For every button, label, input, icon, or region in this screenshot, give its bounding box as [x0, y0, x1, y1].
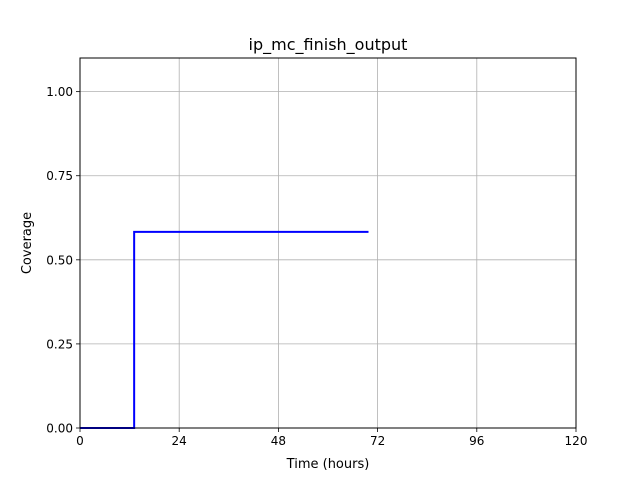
y-tick-label: 0.50	[46, 253, 73, 267]
x-tick-label: 24	[172, 434, 187, 448]
chart-title: ip_mc_finish_output	[249, 35, 408, 55]
x-axis-ticks: 0 24 48 72 96 120	[76, 428, 587, 448]
x-tick-label: 72	[370, 434, 385, 448]
y-tick-label: 0.00	[46, 422, 73, 436]
y-tick-label: 0.25	[46, 337, 73, 351]
grid-lines	[79, 58, 577, 429]
x-tick-label: 0	[76, 434, 84, 448]
y-tick-label: 0.75	[46, 169, 73, 183]
plot-frame	[79, 57, 577, 429]
x-tick-label: 96	[469, 434, 484, 448]
x-tick-label: 48	[271, 434, 286, 448]
y-axis-label: Coverage	[20, 212, 35, 274]
x-tick-label: 120	[565, 434, 588, 448]
y-axis-ticks: 0.00 0.25 0.50 0.75 1.00	[46, 85, 80, 436]
y-tick-label: 1.00	[46, 85, 73, 99]
x-axis-label: Time (hours)	[286, 457, 370, 472]
plot-area-background	[80, 58, 576, 428]
